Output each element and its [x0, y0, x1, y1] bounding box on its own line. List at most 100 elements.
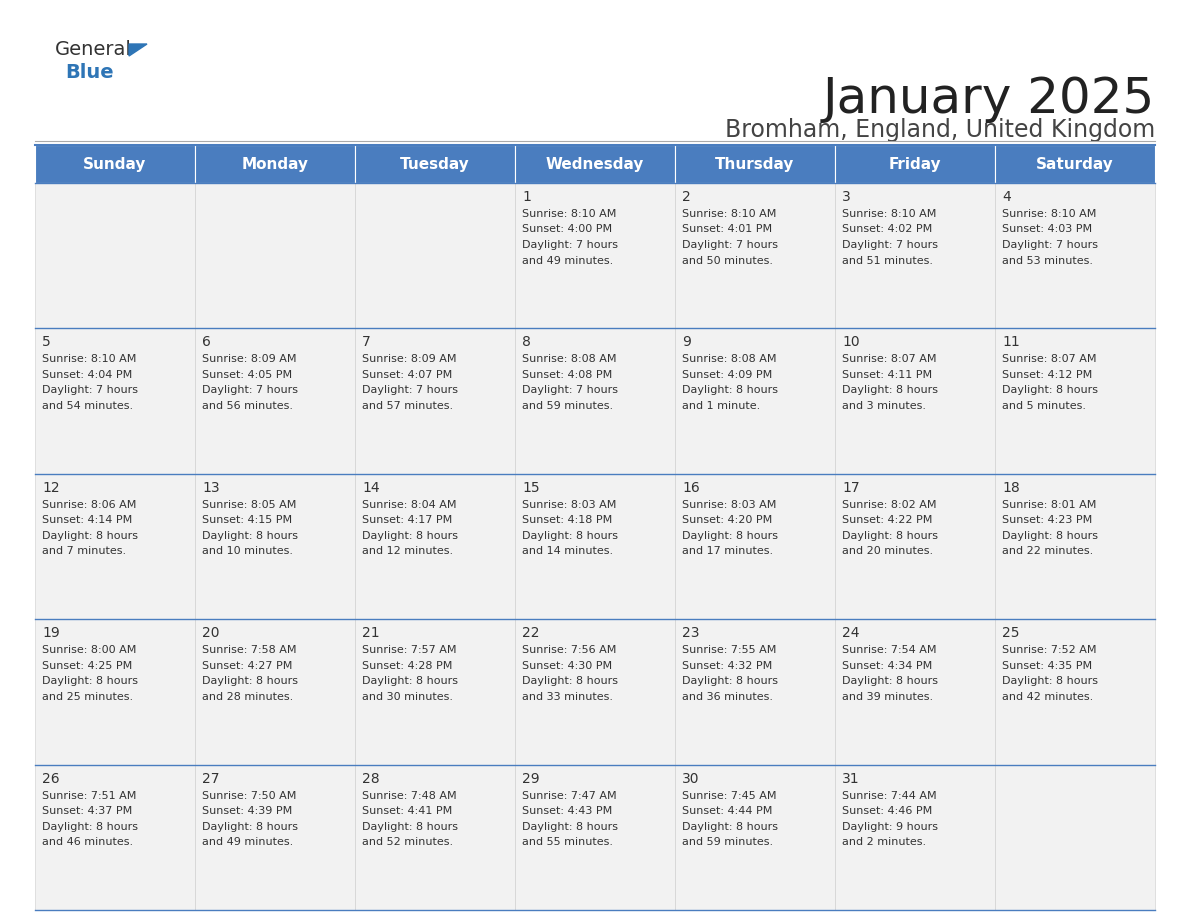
Text: 1: 1	[522, 190, 531, 204]
Text: Sunset: 4:32 PM: Sunset: 4:32 PM	[682, 661, 772, 671]
Text: Sunrise: 7:44 AM: Sunrise: 7:44 AM	[842, 790, 936, 800]
Text: Sunset: 4:12 PM: Sunset: 4:12 PM	[1001, 370, 1092, 380]
Bar	[996, 145, 1155, 183]
Text: and 30 minutes.: and 30 minutes.	[362, 691, 453, 701]
Text: Sunrise: 7:58 AM: Sunrise: 7:58 AM	[202, 645, 297, 655]
Bar	[34, 620, 195, 765]
Text: 4: 4	[1001, 190, 1011, 204]
Text: Sunrise: 8:10 AM: Sunrise: 8:10 AM	[682, 209, 777, 219]
Text: Sunset: 4:08 PM: Sunset: 4:08 PM	[522, 370, 612, 380]
Text: 26: 26	[42, 772, 59, 786]
Text: Sunrise: 8:00 AM: Sunrise: 8:00 AM	[42, 645, 137, 655]
Text: and 53 minutes.: and 53 minutes.	[1001, 255, 1093, 265]
Text: and 39 minutes.: and 39 minutes.	[842, 691, 933, 701]
Text: Sunset: 4:37 PM: Sunset: 4:37 PM	[42, 806, 132, 816]
Text: Thursday: Thursday	[715, 156, 795, 172]
Text: Sunset: 4:17 PM: Sunset: 4:17 PM	[362, 515, 453, 525]
Text: 10: 10	[842, 335, 860, 350]
Text: Sunset: 4:25 PM: Sunset: 4:25 PM	[42, 661, 132, 671]
Text: Sunrise: 8:02 AM: Sunrise: 8:02 AM	[842, 499, 936, 509]
Text: 28: 28	[362, 772, 380, 786]
Text: Sunset: 4:28 PM: Sunset: 4:28 PM	[362, 661, 453, 671]
Text: Sunrise: 8:03 AM: Sunrise: 8:03 AM	[682, 499, 777, 509]
Bar	[996, 765, 1155, 910]
Text: 17: 17	[842, 481, 860, 495]
Text: Sunset: 4:00 PM: Sunset: 4:00 PM	[522, 225, 612, 234]
Text: and 12 minutes.: and 12 minutes.	[362, 546, 453, 556]
Text: 7: 7	[362, 335, 371, 350]
Text: 8: 8	[522, 335, 531, 350]
Text: Daylight: 8 hours: Daylight: 8 hours	[42, 531, 138, 541]
Bar	[34, 329, 195, 474]
Bar	[835, 145, 996, 183]
Text: and 7 minutes.: and 7 minutes.	[42, 546, 126, 556]
Text: Sunset: 4:02 PM: Sunset: 4:02 PM	[842, 225, 933, 234]
Text: Sunset: 4:41 PM: Sunset: 4:41 PM	[362, 806, 453, 816]
Text: and 20 minutes.: and 20 minutes.	[842, 546, 933, 556]
Text: Sunset: 4:44 PM: Sunset: 4:44 PM	[682, 806, 772, 816]
Text: and 42 minutes.: and 42 minutes.	[1001, 691, 1093, 701]
Text: 18: 18	[1001, 481, 1019, 495]
Text: Daylight: 7 hours: Daylight: 7 hours	[1001, 240, 1098, 250]
Text: and 5 minutes.: and 5 minutes.	[1001, 401, 1086, 411]
Bar	[996, 329, 1155, 474]
Text: Daylight: 8 hours: Daylight: 8 hours	[1001, 677, 1098, 686]
Text: Blue: Blue	[65, 63, 114, 82]
Text: Sunset: 4:35 PM: Sunset: 4:35 PM	[1001, 661, 1092, 671]
Text: 24: 24	[842, 626, 859, 640]
Text: Tuesday: Tuesday	[400, 156, 470, 172]
Text: Sunrise: 7:50 AM: Sunrise: 7:50 AM	[202, 790, 296, 800]
Text: and 46 minutes.: and 46 minutes.	[42, 837, 133, 847]
Text: Sunrise: 7:45 AM: Sunrise: 7:45 AM	[682, 790, 777, 800]
Text: and 50 minutes.: and 50 minutes.	[682, 255, 773, 265]
Text: Daylight: 8 hours: Daylight: 8 hours	[362, 822, 459, 832]
Text: Daylight: 8 hours: Daylight: 8 hours	[362, 677, 459, 686]
Text: Sunset: 4:03 PM: Sunset: 4:03 PM	[1001, 225, 1092, 234]
Bar	[34, 183, 195, 329]
Text: General: General	[55, 40, 132, 59]
Text: and 28 minutes.: and 28 minutes.	[202, 691, 293, 701]
Bar	[195, 145, 355, 183]
Text: Sunset: 4:30 PM: Sunset: 4:30 PM	[522, 661, 612, 671]
Text: Daylight: 7 hours: Daylight: 7 hours	[362, 386, 459, 396]
Text: Daylight: 7 hours: Daylight: 7 hours	[842, 240, 939, 250]
Bar	[355, 765, 516, 910]
Text: Daylight: 9 hours: Daylight: 9 hours	[842, 822, 939, 832]
Text: and 55 minutes.: and 55 minutes.	[522, 837, 613, 847]
Text: Sunset: 4:11 PM: Sunset: 4:11 PM	[842, 370, 933, 380]
Text: Daylight: 8 hours: Daylight: 8 hours	[1001, 386, 1098, 396]
Text: Daylight: 8 hours: Daylight: 8 hours	[522, 531, 618, 541]
Text: Daylight: 8 hours: Daylight: 8 hours	[202, 822, 298, 832]
Text: Sunrise: 8:04 AM: Sunrise: 8:04 AM	[362, 499, 456, 509]
Text: Daylight: 7 hours: Daylight: 7 hours	[682, 240, 778, 250]
Text: Sunset: 4:43 PM: Sunset: 4:43 PM	[522, 806, 612, 816]
Text: Sunrise: 8:06 AM: Sunrise: 8:06 AM	[42, 499, 137, 509]
Text: Daylight: 7 hours: Daylight: 7 hours	[202, 386, 298, 396]
Text: Daylight: 8 hours: Daylight: 8 hours	[842, 386, 939, 396]
Text: and 2 minutes.: and 2 minutes.	[842, 837, 927, 847]
Bar	[195, 620, 355, 765]
Text: 23: 23	[682, 626, 700, 640]
Text: Sunrise: 8:10 AM: Sunrise: 8:10 AM	[522, 209, 617, 219]
Bar	[34, 145, 195, 183]
Bar	[195, 183, 355, 329]
Text: Sunrise: 7:56 AM: Sunrise: 7:56 AM	[522, 645, 617, 655]
Bar	[195, 474, 355, 620]
Text: Sunset: 4:15 PM: Sunset: 4:15 PM	[202, 515, 292, 525]
Text: Daylight: 8 hours: Daylight: 8 hours	[682, 822, 778, 832]
Text: Sunrise: 7:54 AM: Sunrise: 7:54 AM	[842, 645, 936, 655]
Text: Sunset: 4:20 PM: Sunset: 4:20 PM	[682, 515, 772, 525]
Text: Sunset: 4:14 PM: Sunset: 4:14 PM	[42, 515, 132, 525]
Bar	[516, 183, 675, 329]
Text: Sunrise: 8:07 AM: Sunrise: 8:07 AM	[1001, 354, 1097, 364]
Text: and 49 minutes.: and 49 minutes.	[522, 255, 613, 265]
Text: Sunset: 4:09 PM: Sunset: 4:09 PM	[682, 370, 772, 380]
Text: Sunrise: 7:48 AM: Sunrise: 7:48 AM	[362, 790, 456, 800]
Text: Daylight: 8 hours: Daylight: 8 hours	[362, 531, 459, 541]
Text: Daylight: 7 hours: Daylight: 7 hours	[42, 386, 138, 396]
Text: Sunset: 4:18 PM: Sunset: 4:18 PM	[522, 515, 612, 525]
Text: Daylight: 8 hours: Daylight: 8 hours	[522, 677, 618, 686]
Bar	[675, 183, 835, 329]
Text: Daylight: 7 hours: Daylight: 7 hours	[522, 240, 618, 250]
Text: 13: 13	[202, 481, 220, 495]
